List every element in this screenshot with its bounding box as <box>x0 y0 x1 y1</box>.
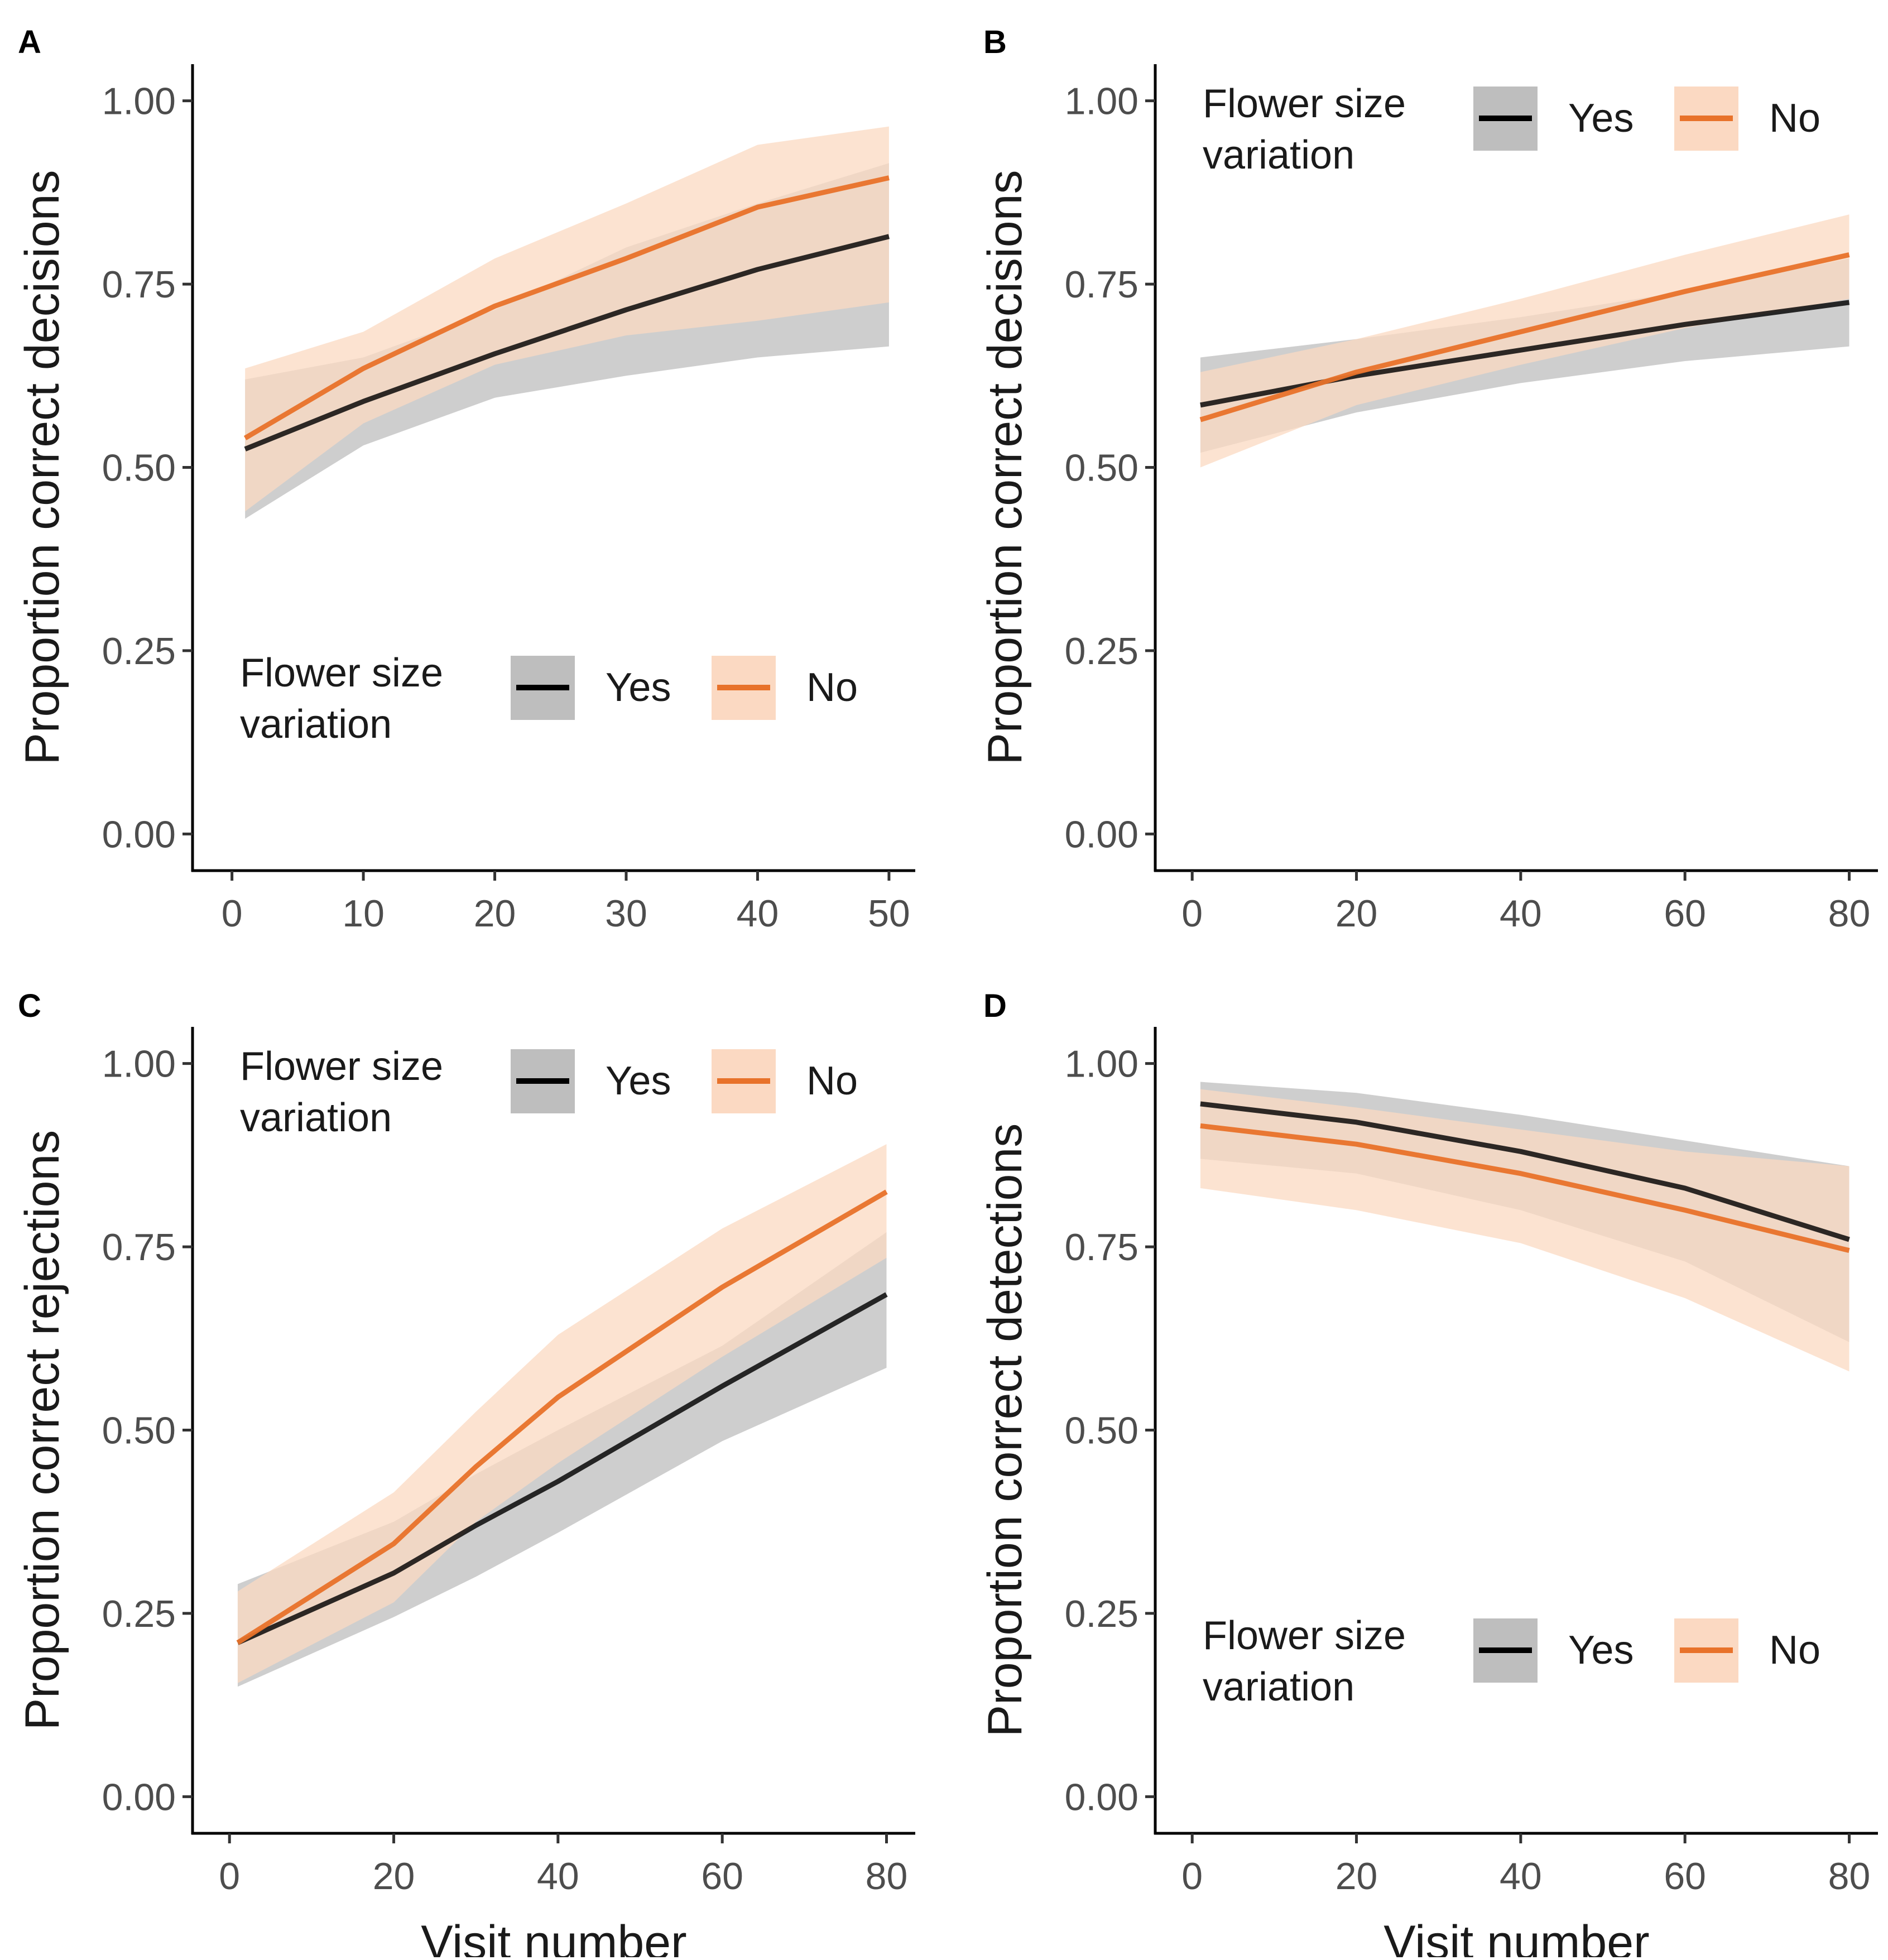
y-tick-label: 0.00 <box>1065 1776 1138 1818</box>
y-tick-label: 0.75 <box>1065 1226 1138 1269</box>
legend-title: Flower size <box>1203 1613 1406 1658</box>
y-tick-label: 0.50 <box>102 1410 176 1452</box>
x-tick-label: 0 <box>222 892 243 935</box>
y-tick-label: 0.75 <box>102 263 176 306</box>
x-tick-label: 0 <box>1181 892 1203 935</box>
series-line-no <box>1200 1123 1850 1253</box>
panel-b: B 0.00 0.25 0.50 0.75 1.00 0 20 40 60 80 Proportion… <box>978 24 1878 935</box>
legend-label-no: No <box>806 665 858 710</box>
series-line-yes <box>1200 1101 1850 1242</box>
panel-d: D 0.00 0.25 0.50 0.75 1.00 0 20 40 60 80 Proportion… <box>978 988 1878 1960</box>
y-tick-label: 1.00 <box>1065 80 1138 123</box>
legend-title: variation <box>240 1096 392 1140</box>
x-tick-label: 0 <box>1181 1855 1203 1897</box>
series-line-no <box>1199 252 1850 422</box>
y-tick-label: 0.50 <box>1065 447 1138 489</box>
y-tick-label: 0.00 <box>1065 813 1138 856</box>
y-axis-title: Proportion correct rejections <box>16 1130 69 1730</box>
x-tick-label: 50 <box>868 892 910 935</box>
legend-label-yes: Yes <box>606 1059 671 1103</box>
ci-band-no <box>245 126 889 512</box>
y-tick-label: 0.25 <box>1065 630 1138 672</box>
x-tick-label: 80 <box>866 1855 908 1897</box>
x-tick-label: 60 <box>701 1855 743 1897</box>
panel-label: C <box>18 988 41 1024</box>
x-axis-title: Visit number <box>1383 1916 1649 1957</box>
x-tick-label: 60 <box>1664 892 1706 935</box>
legend-title: variation <box>240 702 392 747</box>
legend-title: Flower size <box>1203 81 1406 126</box>
y-tick-label: 1.00 <box>102 80 176 123</box>
y-tick-label: 0.75 <box>102 1226 176 1269</box>
panel-c: C 0.00 0.25 0.50 0.75 1.00 0 20 40 60 80 Proportion… <box>16 988 915 1960</box>
x-tick-label: 80 <box>1828 1855 1871 1897</box>
x-tick-label: 20 <box>373 1855 415 1897</box>
y-tick-label: 0.25 <box>102 1593 176 1635</box>
y-tick-label: 0.00 <box>102 1776 176 1818</box>
x-tick-label: 10 <box>342 892 385 935</box>
panel-label: A <box>18 24 41 60</box>
x-tick-label: 20 <box>1335 1855 1378 1897</box>
legend: Flower size variation Yes No <box>240 1044 858 1140</box>
y-tick-label: 0.00 <box>102 813 176 856</box>
series-line-yes <box>244 234 890 451</box>
legend-title: variation <box>1203 133 1354 177</box>
series-line-no <box>236 1189 888 1645</box>
x-axis-title: Visit number <box>421 1916 686 1957</box>
legend-title: Flower size <box>240 651 443 695</box>
legend: Flower size variation Yes No <box>1203 1613 1820 1709</box>
y-axis-title: Proportion correct decisions <box>978 170 1032 765</box>
series-line-yes <box>237 1292 888 1645</box>
x-tick-label: 60 <box>1664 1855 1706 1897</box>
y-tick-label: 0.50 <box>1065 1410 1138 1452</box>
y-axis-title: Proportion correct decisions <box>16 170 69 765</box>
x-tick-label: 0 <box>219 1855 240 1897</box>
y-tick-label: 0.75 <box>1065 263 1138 306</box>
x-tick-label: 20 <box>1335 892 1378 935</box>
ci-band-no <box>1200 1089 1849 1372</box>
legend-label-no: No <box>1769 1628 1820 1673</box>
x-tick-label: 40 <box>1500 1855 1542 1897</box>
legend-label-no: No <box>806 1059 858 1103</box>
legend: Flower size variation Yes No <box>1203 81 1820 177</box>
panel-a: A 0.00 0.25 0.50 0.75 1.00 0 10 20 30 40 50 Proporti… <box>16 24 915 935</box>
legend-label-yes: Yes <box>606 665 671 710</box>
x-tick-label: 30 <box>605 892 647 935</box>
legend-label-yes: Yes <box>1568 96 1634 141</box>
x-tick-label: 40 <box>537 1855 579 1897</box>
panel-label: B <box>983 24 1007 60</box>
x-tick-label: 40 <box>1500 892 1542 935</box>
ci-band-no <box>237 1144 887 1683</box>
y-tick-label: 0.50 <box>102 447 176 489</box>
y-axis-title: Proportion correct detections <box>978 1123 1032 1737</box>
legend-title: Flower size <box>240 1044 443 1089</box>
y-tick-label: 1.00 <box>1065 1043 1138 1085</box>
legend-label-no: No <box>1769 96 1820 141</box>
panel-label: D <box>983 988 1007 1024</box>
x-tick-label: 80 <box>1828 892 1871 935</box>
series-line-no <box>243 175 890 440</box>
legend-label-yes: Yes <box>1568 1628 1634 1673</box>
y-tick-label: 0.25 <box>102 630 176 672</box>
x-tick-label: 40 <box>737 892 779 935</box>
x-tick-label: 20 <box>474 892 516 935</box>
legend: Flower size variation Yes No <box>240 651 858 747</box>
legend-title: variation <box>1203 1665 1354 1709</box>
y-tick-label: 0.25 <box>1065 1593 1138 1635</box>
ci-band-no <box>1200 214 1849 468</box>
y-tick-label: 1.00 <box>102 1043 176 1085</box>
